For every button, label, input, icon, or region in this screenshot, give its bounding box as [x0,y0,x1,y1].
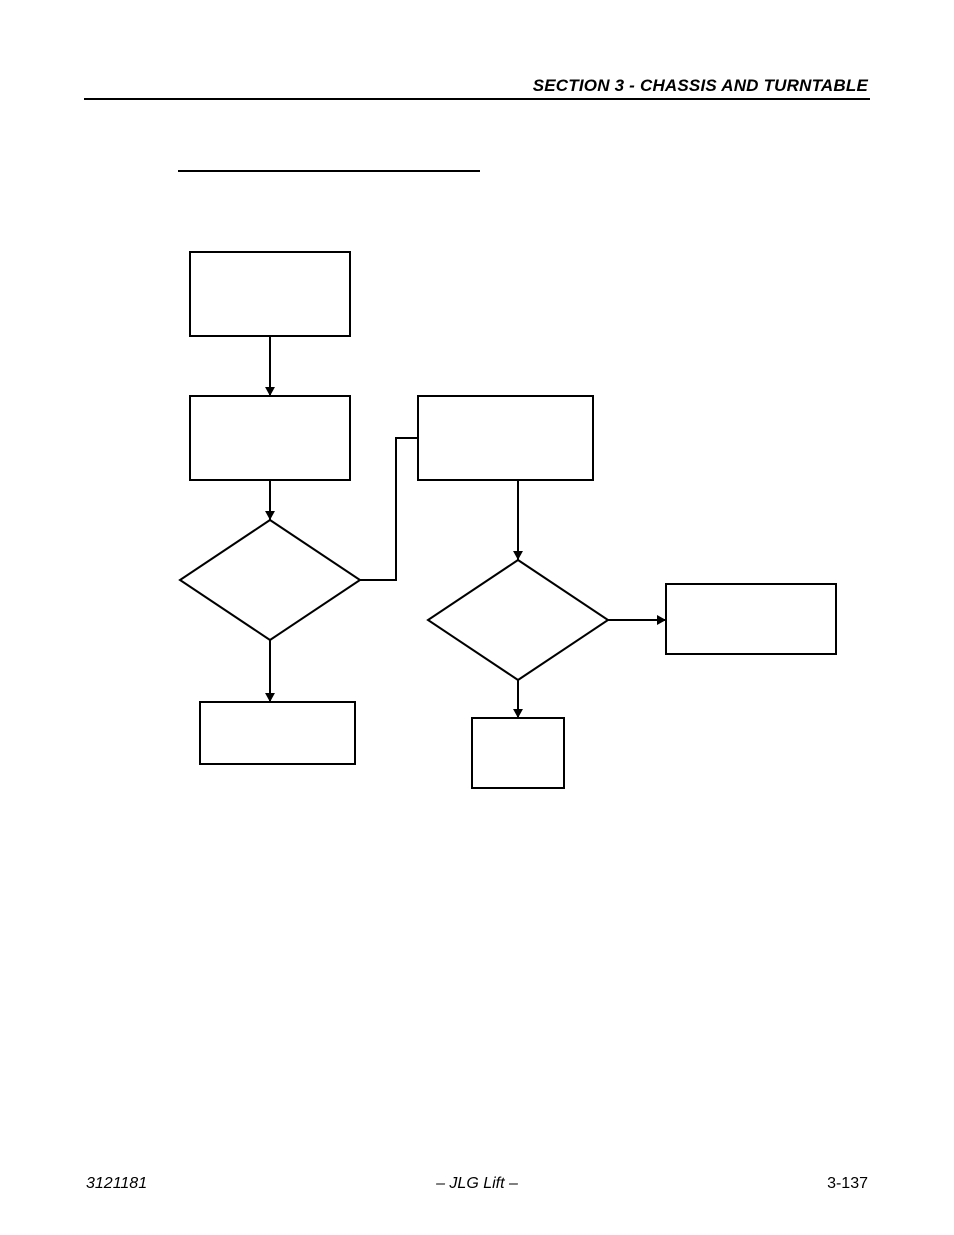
node-n5 [418,396,593,480]
node-n4 [200,702,355,764]
arrowhead [513,551,523,560]
node-n8 [666,584,836,654]
node-n7 [472,718,564,788]
page: SECTION 3 - CHASSIS AND TURNTABLE 312118… [0,0,954,1235]
node-n3 [180,520,360,640]
arrowhead [265,693,275,702]
footer-brand: – JLG Lift – [0,1175,954,1193]
arrowhead [265,511,275,520]
arrowhead [513,709,523,718]
flowchart-svg [0,0,954,1235]
node-n1 [190,252,350,336]
arrowhead [265,387,275,396]
node-n2 [190,396,350,480]
node-n6 [428,560,608,680]
arrowhead [657,615,666,625]
edge-n3-n5 [360,438,418,580]
footer-page-number: 3-137 [827,1175,868,1193]
